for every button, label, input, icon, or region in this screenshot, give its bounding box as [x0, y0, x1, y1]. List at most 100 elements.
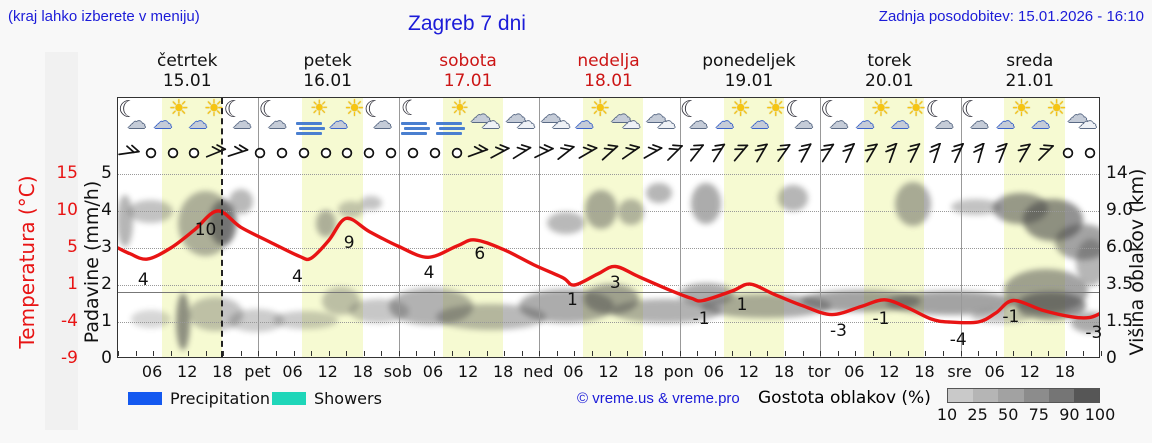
sun-icon: ☀: [589, 96, 611, 122]
scale-label: 25: [967, 405, 988, 424]
temp-value-label: 6: [474, 243, 486, 264]
bottom-axis-label: 18: [914, 362, 935, 381]
scale-segment: [973, 389, 999, 402]
cloud-blob: [895, 181, 932, 227]
current-time-line: [220, 98, 223, 357]
hour-tick: [311, 351, 313, 356]
calm-wind-icon: [249, 143, 271, 167]
gridline: [118, 211, 1099, 212]
cloud-blob: [585, 190, 618, 229]
bottom-axis-label: 18: [633, 362, 654, 381]
weather-icon-sun-cloud: ☀ ☁: [153, 98, 189, 142]
sun-icon: ☀: [344, 96, 365, 122]
day-name: četrtek: [156, 51, 218, 71]
weather-icon-clouds: ☁ ☁: [610, 98, 645, 142]
cloud-blob: [228, 308, 284, 332]
cloud-blob: [388, 287, 474, 326]
copyright-link[interactable]: © vreme.us & vreme.pro: [577, 390, 740, 407]
cloud-icon: ☁: [829, 111, 849, 133]
hour-tick: [662, 351, 664, 356]
sun-icon: ☀: [1011, 96, 1032, 122]
wind-barb-icon: [795, 143, 817, 167]
hour-tick: [1048, 351, 1050, 356]
hour-tick: [697, 351, 699, 356]
cloud-blob: [359, 195, 382, 210]
showers-legend-label: Showers: [314, 389, 382, 408]
bottom-axis-label: 06: [141, 362, 163, 381]
bottom-axis-label: 06: [984, 362, 1005, 381]
bottom-axis-label: 18: [492, 362, 514, 381]
hour-tick: [381, 351, 383, 356]
day-divider: [258, 98, 260, 357]
hour-tick: [1013, 351, 1015, 356]
fog-icon: [436, 132, 463, 135]
cloud-blob: [611, 299, 722, 324]
bottom-axis-label: 06: [703, 362, 724, 381]
cloud-icon: ☁: [794, 111, 814, 133]
hour-tick: [767, 351, 769, 356]
cloud-icon: ☁: [481, 111, 501, 133]
hour-tick: [398, 351, 400, 356]
hour-tick: [679, 351, 681, 356]
weather-icon-sun-cloud: ☀ ☁: [750, 98, 786, 142]
wind-barb-icon: [533, 143, 555, 167]
hour-tick: [925, 351, 927, 356]
wind-barb-icon: [620, 143, 642, 167]
day-divider: [679, 98, 681, 357]
cloud-icon: ☁: [1066, 103, 1088, 127]
bottom-axis-label: tor: [807, 362, 831, 381]
sun-icon: ☀: [730, 96, 751, 122]
calm-wind-icon: [358, 143, 380, 167]
precip-tick-label: 3: [101, 237, 112, 257]
day-name: sobota: [439, 51, 497, 71]
precip-tick-label: 2: [101, 274, 112, 294]
weather-icon-clouds: ☁ ☁: [469, 98, 504, 142]
temp-value-label: 9: [343, 233, 355, 254]
cloud-icon: ☁: [610, 103, 632, 127]
calm-wind-icon: [140, 143, 162, 167]
moon-icon: ☾: [785, 97, 806, 123]
temperature-line: [118, 209, 1099, 325]
wind-barb-icon: [948, 143, 970, 167]
hour-tick: [960, 351, 962, 356]
fog-icon: [403, 127, 430, 130]
wind-barb-icon: [882, 142, 904, 167]
hour-tick: [153, 351, 155, 356]
hour-tick: [820, 351, 822, 356]
cloud-blob: [321, 287, 360, 315]
weather-icon-moon-cloud: ☾ ☁: [223, 98, 258, 142]
cloud-blob: [1076, 238, 1099, 286]
daylight-band: [864, 98, 925, 357]
temp-value-label: -3: [1085, 323, 1103, 344]
hour-tick: [802, 351, 804, 356]
fog-icon: [439, 127, 466, 130]
calm-wind-icon: [402, 143, 424, 167]
weather-icon-moon-cloud: ☾ ☁: [258, 98, 293, 142]
wind-barb-icon: [730, 143, 752, 167]
hour-tick: [135, 351, 137, 356]
bottom-axis-label: 06: [563, 362, 584, 381]
moon-icon: ☾: [118, 97, 139, 123]
hour-tick: [240, 351, 242, 356]
sun-icon: ☀: [905, 96, 927, 122]
cloud-blob: [778, 185, 809, 211]
precipitation-legend-label: Precipitation: [170, 389, 271, 408]
scale-label: 10: [936, 405, 958, 424]
cloud-icon: ☁: [470, 103, 492, 127]
scale-segment: [1048, 389, 1074, 402]
wind-barb-icon: [1014, 143, 1036, 167]
hour-tick: [363, 351, 365, 356]
day-date: 18.01: [584, 71, 633, 91]
cloud-icon: ☁: [328, 111, 348, 133]
calm-wind-icon: [446, 143, 468, 167]
showers-swatch: [272, 392, 306, 405]
hour-tick: [346, 351, 348, 356]
gridline: [118, 174, 1099, 175]
calm-wind-icon: [293, 143, 315, 167]
hour-tick: [855, 351, 857, 356]
hour-tick: [890, 351, 892, 356]
hour-tick: [872, 351, 874, 356]
gridline: [118, 322, 1099, 323]
daylight-band: [302, 98, 363, 357]
weather-icon-sun-cloud: ☀ ☁: [188, 98, 224, 142]
